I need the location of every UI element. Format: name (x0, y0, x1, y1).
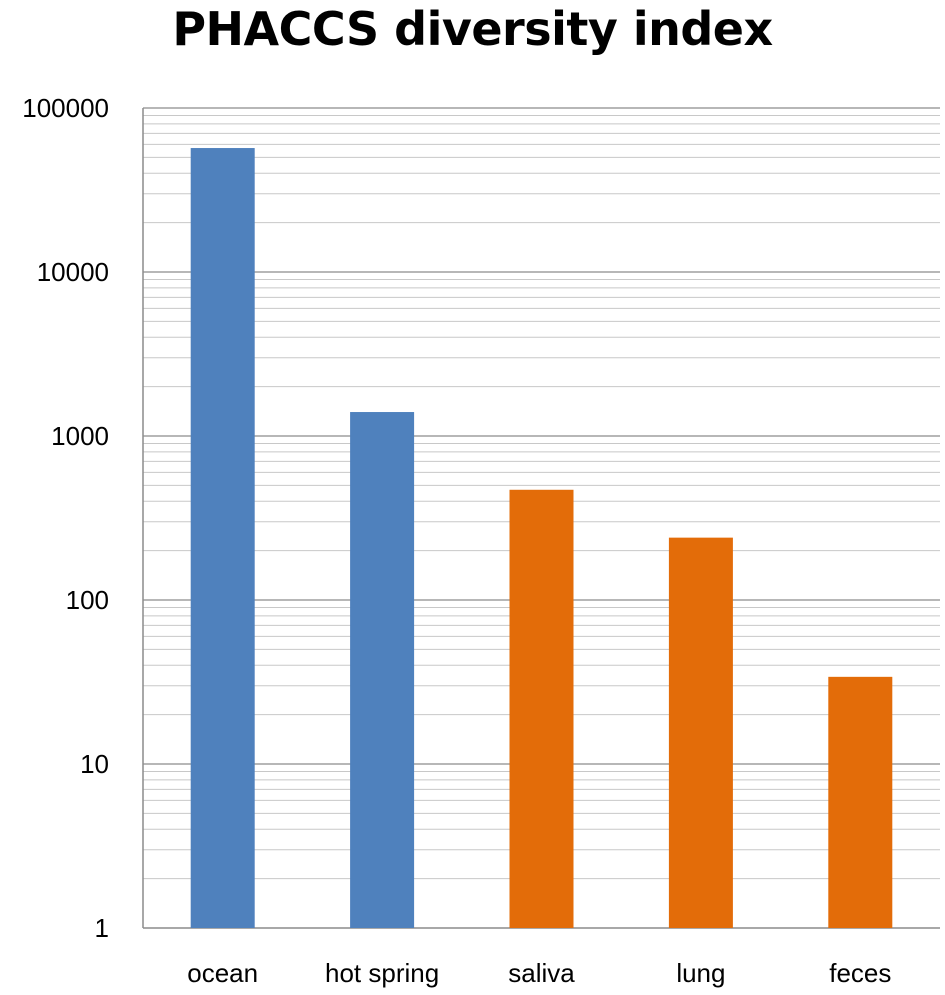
bar-saliva (509, 489, 574, 928)
x-tick-label: saliva (508, 958, 575, 988)
y-tick-label: 10000 (37, 257, 109, 287)
bar-ocean (190, 148, 255, 929)
bar-lung (668, 537, 733, 928)
x-tick-label: feces (829, 958, 891, 988)
y-tick-label: 100000 (22, 93, 109, 123)
bar-feces (828, 676, 893, 928)
y-tick-label: 1 (95, 913, 109, 943)
x-tick-label: hot spring (325, 958, 439, 988)
chart-title: PHACCS diversity index (172, 2, 773, 56)
y-tick-label: 1000 (51, 421, 109, 451)
bar-hot-spring (350, 412, 415, 928)
x-tick-labels: ocean hot spring saliva lung feces (187, 958, 891, 988)
y-tick-label: 10 (80, 749, 109, 779)
bars (190, 148, 893, 929)
x-tick-label: lung (676, 958, 725, 988)
x-tick-label: ocean (187, 958, 258, 988)
y-tick-label: 100 (66, 585, 109, 615)
y-tick-labels: 1 10 100 1000 10000 100000 (22, 93, 109, 943)
